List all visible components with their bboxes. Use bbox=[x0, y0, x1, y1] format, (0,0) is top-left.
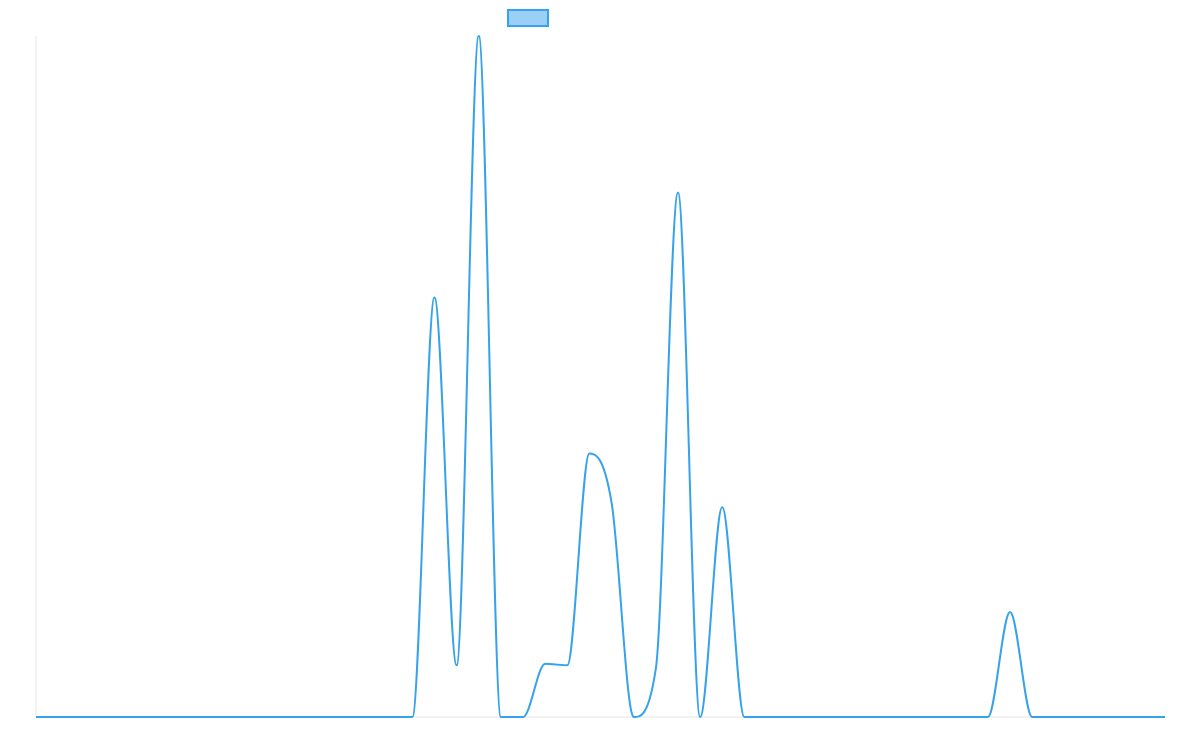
data-point-0-16[interactable] bbox=[741, 714, 747, 720]
data-point-0-9[interactable] bbox=[586, 450, 592, 456]
series-line-0 bbox=[35, 35, 1165, 719]
data-point-0-13[interactable] bbox=[675, 190, 681, 196]
data-point-0-19[interactable] bbox=[1029, 714, 1035, 720]
data-point-0-2[interactable] bbox=[431, 295, 437, 301]
data-point-0-5[interactable] bbox=[498, 714, 504, 720]
data-point-0-4[interactable] bbox=[476, 33, 482, 39]
data-point-0-10[interactable] bbox=[609, 499, 615, 505]
data-point-0-0[interactable] bbox=[33, 714, 39, 720]
data-point-0-14[interactable] bbox=[697, 714, 703, 720]
data-point-0-8[interactable] bbox=[564, 662, 570, 668]
legend bbox=[507, 9, 549, 27]
data-point-0-18[interactable] bbox=[1007, 609, 1013, 615]
data-point-0-1[interactable] bbox=[409, 714, 415, 720]
data-point-0-6[interactable] bbox=[520, 714, 526, 720]
data-point-0-3[interactable] bbox=[454, 662, 460, 668]
data-point-0-15[interactable] bbox=[719, 504, 725, 510]
series-layer bbox=[33, 33, 1168, 720]
data-point-0-11[interactable] bbox=[631, 714, 637, 720]
data-point-0-12[interactable] bbox=[653, 666, 659, 672]
data-point-0-7[interactable] bbox=[542, 661, 548, 667]
data-point-0-17[interactable] bbox=[985, 714, 991, 720]
legend-swatch-0[interactable] bbox=[507, 9, 549, 27]
data-point-0-20[interactable] bbox=[1162, 714, 1168, 720]
